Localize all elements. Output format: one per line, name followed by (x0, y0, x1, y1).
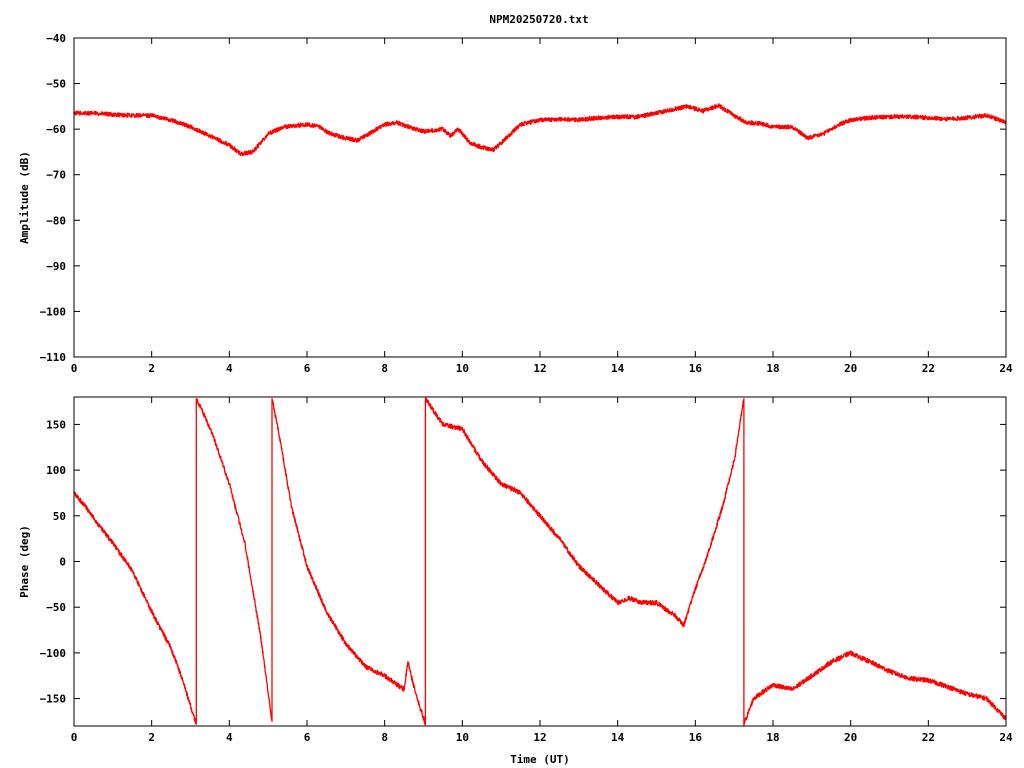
x-tick-label: 8 (381, 362, 388, 375)
x-tick-label: 16 (689, 362, 703, 375)
y-tick-label: −50 (46, 601, 66, 614)
x-tick-label: 24 (999, 362, 1013, 375)
x-tick-label: 4 (226, 731, 233, 744)
series-0-0-line (73, 103, 1007, 157)
y-tick-label: −150 (40, 693, 67, 706)
y-tick-label: 50 (53, 510, 66, 523)
phase-panel: 0 2 4 6 8 10 12 14 16 18 20 22 24150100500−50−100−15… (18, 396, 1013, 766)
y-tick-label: 0 (59, 556, 66, 569)
x-axis-label: Time (UT) (510, 753, 570, 766)
y-tick-label: −50 (46, 78, 66, 91)
y-tick-label: −40 (46, 32, 66, 45)
x-tick-label: 8 (381, 731, 388, 744)
x-tick-label: 22 (922, 731, 935, 744)
y-tick-label: 100 (46, 464, 66, 477)
y-tick-label: 150 (46, 418, 66, 431)
amplitude-panel: 0 2 4 6 8 10 12 14 16 18 20 22 24−40−50−60−70−80−90−… (18, 32, 1013, 375)
y-tick-label: −60 (46, 123, 66, 136)
x-tick-label: 18 (766, 362, 779, 375)
x-tick-label: 14 (611, 362, 625, 375)
x-tick-label: 10 (456, 362, 469, 375)
y-axis-label: Phase (deg) (18, 525, 31, 598)
x-tick-label: 0 (71, 731, 78, 744)
x-tick-label: 6 (304, 362, 311, 375)
y-tick-label: −70 (46, 169, 66, 182)
y-tick-label: −80 (46, 214, 66, 227)
series-1-0-line (73, 396, 1007, 726)
x-tick-label: 20 (844, 362, 857, 375)
x-tick-label: 2 (148, 731, 155, 744)
x-tick-label: 6 (304, 731, 311, 744)
x-tick-label: 4 (226, 362, 233, 375)
x-tick-label: 16 (689, 731, 703, 744)
x-tick-label: 0 (71, 362, 78, 375)
x-tick-label: 12 (533, 731, 546, 744)
y-tick-label: −100 (40, 647, 67, 660)
x-tick-label: 20 (844, 731, 857, 744)
x-tick-label: 14 (611, 731, 625, 744)
y-axis-label: Amplitude (dB) (18, 151, 31, 244)
chart-title: NPM20250720.txt (489, 13, 588, 26)
x-tick-label: 22 (922, 362, 935, 375)
x-tick-label: 18 (766, 731, 779, 744)
x-tick-label: 12 (533, 362, 546, 375)
y-tick-label: −110 (40, 351, 67, 364)
x-tick-label: 24 (999, 731, 1013, 744)
y-tick-label: −100 (40, 305, 67, 318)
x-tick-label: 2 (148, 362, 155, 375)
x-tick-label: 10 (456, 731, 469, 744)
y-tick-label: −90 (46, 260, 66, 273)
